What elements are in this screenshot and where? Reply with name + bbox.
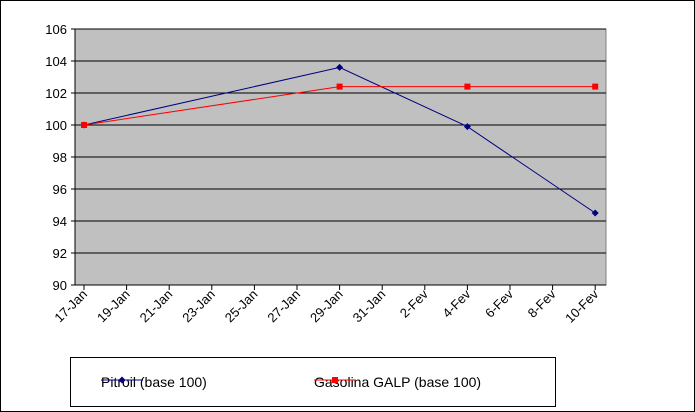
x-tick-label: 4-Fev <box>439 286 473 320</box>
y-tick-label: 90 <box>53 278 67 293</box>
legend-item-pitroil: Pitroil (base 100) <box>101 373 207 391</box>
y-tick-label: 100 <box>45 118 67 133</box>
chart-legend: Pitroil (base 100) Gasolina GALP (base 1… <box>70 357 556 407</box>
x-tick-label: 29-Jan <box>307 287 346 326</box>
x-tick-label: 25-Jan <box>222 287 261 326</box>
y-axis-labels: 90 92 94 96 98 100 102 104 106 <box>45 22 67 293</box>
data-point-marker <box>81 122 87 128</box>
legend-label-pitroil: Pitroil (base 100) <box>101 374 207 390</box>
grid-lines <box>75 28 606 254</box>
y-tick-label: 106 <box>45 22 67 37</box>
axes <box>71 28 606 290</box>
data-point-marker <box>592 83 599 90</box>
legend-key-pitroil <box>101 376 143 384</box>
x-tick-label: 2-Fev <box>397 286 431 320</box>
data-point-marker <box>336 63 344 71</box>
x-tick-label: 19-Jan <box>94 287 133 326</box>
series-line-1 <box>83 86 596 126</box>
legend-key-gasolina <box>314 377 356 383</box>
legend-label-gasolina: Gasolina GALP (base 100) <box>314 374 482 390</box>
data-point-marker <box>464 83 471 90</box>
y-tick-label: 104 <box>45 54 67 69</box>
x-tick-label: 8-Fev <box>525 286 559 320</box>
x-tick-label: 10-Fev <box>562 286 602 326</box>
x-tick-label: 31-Jan <box>350 287 389 326</box>
series-lines <box>80 63 599 217</box>
x-tick-label: 27-Jan <box>264 287 303 326</box>
data-point-marker <box>591 209 599 217</box>
y-tick-label: 92 <box>53 246 67 261</box>
data-point-marker <box>463 123 471 131</box>
x-tick-label: 6-Fev <box>482 286 516 320</box>
y-tick-label: 98 <box>53 150 67 165</box>
legend-item-gasolina: Gasolina GALP (base 100) <box>314 373 481 391</box>
x-axis-labels: 17-Jan 19-Jan 21-Jan 23-Jan 25-Jan 27-Jan 29-J… <box>51 286 601 326</box>
x-tick-label: 21-Jan <box>137 287 176 326</box>
data-point-marker <box>336 83 343 90</box>
y-tick-label: 96 <box>53 182 67 197</box>
y-tick-label: 94 <box>53 214 67 229</box>
x-tick-label: 23-Jan <box>179 287 218 326</box>
series-line-0 <box>83 66 596 214</box>
y-tick-label: 102 <box>45 86 67 101</box>
